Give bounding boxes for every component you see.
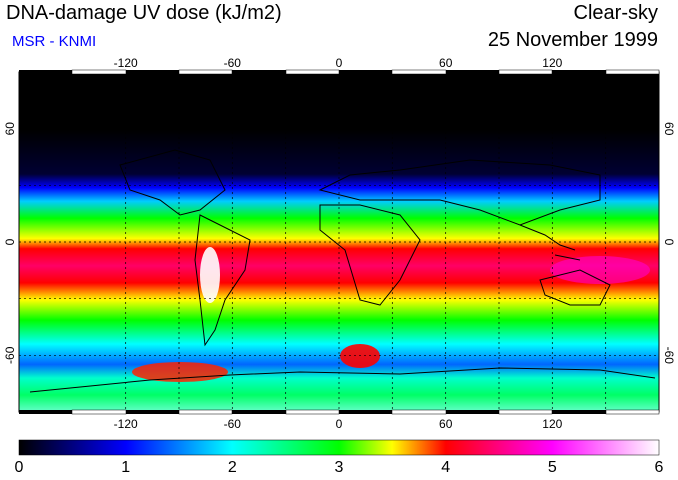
colorbar-label: 4 xyxy=(441,459,451,476)
lon-label-bottom: 0 xyxy=(336,417,343,431)
pacific-magenta xyxy=(550,256,650,284)
colorbar-label: 6 xyxy=(654,459,664,476)
map-title: DNA-damage UV dose (kJ/m2) xyxy=(6,2,282,24)
lat-label-right: 60 xyxy=(662,122,676,136)
lat-label-left: -60 xyxy=(3,346,17,364)
colorbar-label: 5 xyxy=(547,459,557,476)
source-label: MSR - KNMI xyxy=(12,33,97,50)
coastlines xyxy=(29,149,656,393)
lat-label-right: 0 xyxy=(662,239,676,246)
lon-label-top: -60 xyxy=(224,56,242,70)
lat-label-left: 60 xyxy=(3,122,17,136)
lon-label-bottom: -120 xyxy=(114,417,138,431)
southern-red-band xyxy=(132,362,228,382)
colorbar-label: 1 xyxy=(121,459,131,476)
frame-ticks xyxy=(19,69,660,415)
colorbar-label: 2 xyxy=(227,459,237,476)
lon-label-top: 0 xyxy=(336,56,343,70)
lon-label-top: 120 xyxy=(542,56,562,70)
colorbar xyxy=(18,439,660,456)
andes-high-dose xyxy=(200,247,220,303)
lon-label-bottom: 120 xyxy=(542,417,562,431)
lat-label-right: -60 xyxy=(662,347,676,365)
lon-label-top: 60 xyxy=(439,56,453,70)
graticule xyxy=(19,72,659,412)
lon-label-bottom: -60 xyxy=(224,417,242,431)
date-label: 25 November 1999 xyxy=(487,29,658,51)
lon-label-top: -120 xyxy=(114,56,138,70)
atlantic-red-blob xyxy=(340,344,380,368)
colorbar-label: 0 xyxy=(14,459,24,476)
sky-condition-label: Clear-sky xyxy=(573,2,658,24)
colorbar-label: 3 xyxy=(334,459,344,476)
lon-label-bottom: 60 xyxy=(439,417,453,431)
lat-label-left: 0 xyxy=(3,238,17,245)
